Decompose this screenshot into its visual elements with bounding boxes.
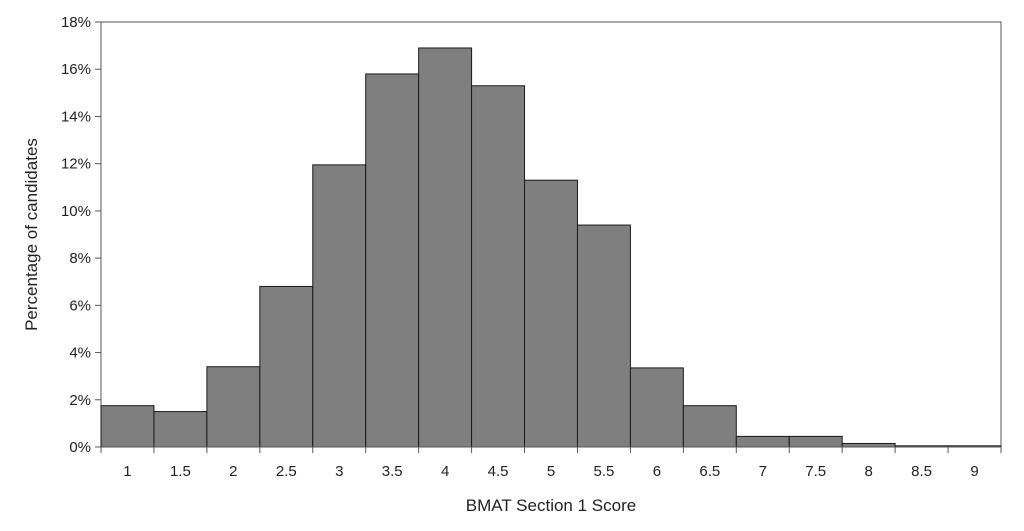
x-tick-label: 3.5 [382,463,403,480]
y-tick-label: 4% [69,345,91,362]
y-tick-label: 14% [61,108,91,125]
bar-score-6 [629,367,684,448]
x-tick-label: 6.5 [699,463,720,480]
y-tick-label: 2% [69,392,91,409]
x-tick-label: 1.5 [170,463,191,480]
bars-group [100,47,1002,448]
x-tick-label: 2 [229,463,237,480]
y-tick-label: 16% [61,61,91,78]
x-tick-label: 8.5 [911,463,932,480]
y-axis-title: Percentage of candidates [22,138,41,331]
x-tick-label: 9 [970,463,978,480]
y-tick-label: 8% [69,250,91,267]
bar-score-6-5 [682,405,737,448]
bar-score-7-5 [788,435,843,448]
x-tick-label: 4 [441,463,449,480]
x-tick-label: 8 [864,463,872,480]
bar-score-4 [418,47,473,448]
bar-score-7 [735,435,790,448]
x-tick-label: 2.5 [276,463,297,480]
y-axis: 0% 2% 4% 6% 8% 10% 12% 14% 16% 18% [61,14,101,456]
bar-score-3-5 [365,73,420,448]
x-tick-label: 5.5 [594,463,615,480]
bar-score-5-5 [576,224,631,448]
y-tick-label: 0% [69,439,91,456]
x-tick-label: 6 [653,463,661,480]
x-tick-label: 1 [123,463,131,480]
x-tick-label: 7 [759,463,767,480]
y-tick-label: 18% [61,14,91,31]
bar-score-2 [206,366,261,448]
x-tick-label: 3 [335,463,343,480]
bar-score-4-5 [471,85,526,448]
y-tick-label: 6% [69,297,91,314]
x-tick-label: 4.5 [488,463,509,480]
bar-score-2-5 [259,285,314,448]
bar-score-3 [312,164,367,448]
x-tick-label: 5 [547,463,555,480]
bar-score-5 [524,179,578,448]
x-axis-title: BMAT Section 1 Score [466,496,636,515]
y-tick-label: 10% [61,203,91,220]
y-tick-label: 12% [61,156,91,173]
bar-score-1-5 [153,411,208,448]
bar-score-8 [841,442,896,448]
x-axis: 1 1.5 2 2.5 3 3.5 4 4.5 5 5.5 6 6.5 7 7.5 8 8.5 9 [100,446,1002,480]
x-tick-label: 7.5 [805,463,826,480]
bar-score-1 [100,405,155,448]
